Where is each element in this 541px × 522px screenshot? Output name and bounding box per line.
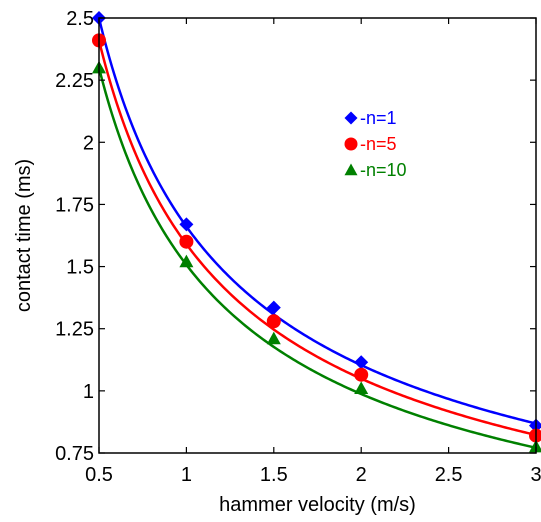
- fit-curve: [97, 17, 537, 425]
- y-axis-label: contact time (ms): [13, 159, 35, 312]
- y-tick-label: 1.25: [55, 319, 94, 341]
- data-point: [354, 367, 369, 382]
- legend-label: -n=1: [360, 108, 397, 128]
- plot-frame: [98, 17, 537, 454]
- fit-curve: [97, 67, 537, 449]
- y-tick-label: 1.5: [66, 257, 94, 279]
- y-tick-label: 1.75: [55, 194, 94, 216]
- x-tick-labels: 0.5 1 1.5 2 2.5 3: [85, 464, 541, 486]
- y-tick-labels: 0.75 1 1.25 1.5 1.75 2 2.25 2.5: [55, 8, 94, 465]
- data-point: [344, 137, 358, 151]
- data-point: [266, 300, 281, 315]
- y-tick-label: 2.5: [66, 8, 94, 30]
- data-point: [529, 428, 541, 443]
- x-tick-label: 1.5: [260, 464, 288, 486]
- x-tick-label: 1: [181, 464, 192, 486]
- x-axis-label: hammer velocity (m/s): [219, 494, 416, 516]
- data-point: [266, 314, 281, 329]
- data-point: [344, 111, 358, 125]
- data-point: [354, 355, 369, 370]
- legend-label: -n=10: [360, 160, 407, 180]
- x-tick-label: 3: [530, 464, 541, 486]
- data-point: [266, 331, 281, 345]
- axis-ticks: [98, 17, 537, 454]
- x-tick-label: 2: [356, 464, 367, 486]
- x-tick-label: 2.5: [435, 464, 463, 486]
- legend-label: -n=5: [360, 134, 397, 154]
- data-point: [179, 234, 194, 249]
- y-tick-label: 0.75: [55, 443, 94, 465]
- x-tick-label: 0.5: [85, 464, 113, 486]
- data-point: [354, 381, 369, 394]
- data-point: [344, 163, 358, 176]
- y-tick-label: 2: [83, 132, 94, 154]
- fit-curve: [97, 40, 537, 437]
- data-markers: [92, 11, 541, 453]
- data-point: [529, 439, 541, 453]
- data-point: [179, 254, 194, 268]
- fit-curves: [97, 17, 537, 449]
- y-tick-label: 1: [83, 381, 94, 403]
- y-tick-label: 2.25: [55, 70, 94, 92]
- legend: -n=1 -n=5 -n=10: [344, 108, 407, 180]
- data-point: [179, 217, 194, 232]
